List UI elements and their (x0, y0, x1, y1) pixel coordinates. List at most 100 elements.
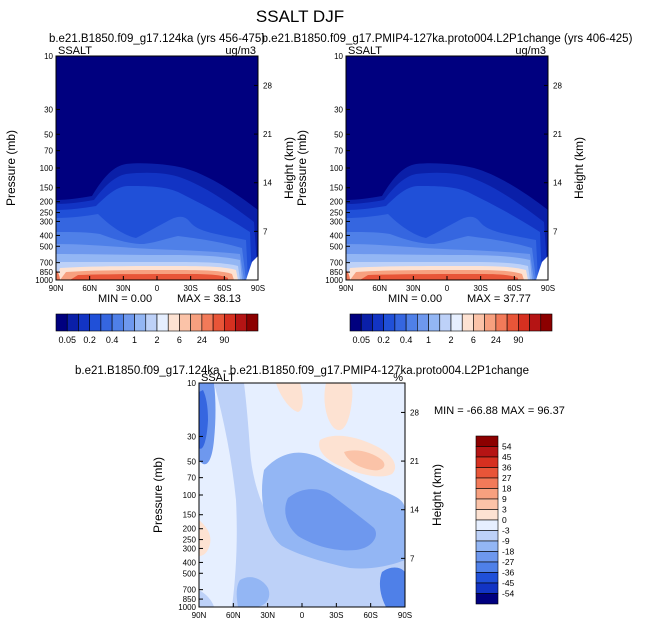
panel-b-contour-field (346, 56, 548, 280)
colorbar-swatch (372, 313, 384, 332)
pressure-tick-label: 150 (330, 184, 344, 193)
latitude-tick-label: 0 (445, 284, 450, 293)
pressure-tick-label: 300 (40, 217, 54, 226)
height-tick-label: 14 (263, 179, 272, 188)
height-tick-label: 7 (263, 227, 268, 236)
height-tick-label: 21 (553, 130, 562, 139)
latitude-tick-label: 30S (474, 284, 488, 293)
colorbar-label: -54 (502, 589, 515, 599)
panel-b: b.e21.B1850.f09_g17.PMIP4-127ka.proto004… (262, 33, 633, 345)
panel-b-variable-label: SSALT (348, 45, 382, 57)
colorbar-swatch (417, 313, 429, 332)
panel-c-region-11 (379, 567, 405, 607)
colorbar-label: -45 (502, 578, 515, 588)
colorbar-label: 18 (502, 484, 512, 494)
latitude-tick-label: 60N (372, 284, 387, 293)
pressure-tick-label: 400 (40, 231, 54, 240)
panel-b-colorbar: 0.05 0.2 0.4 1 2 6 24 90 (349, 313, 553, 345)
colorbar-swatch (475, 435, 499, 447)
panel-c-region-6 (324, 383, 353, 431)
pressure-tick-label: 850 (330, 268, 344, 277)
height-tick-label: 14 (410, 506, 419, 515)
colorbar-label: -9 (502, 536, 510, 546)
panel-c-units-label: % (393, 372, 403, 384)
colorbar-swatch (475, 477, 499, 489)
colorbar-label: 3 (502, 505, 507, 515)
pressure-tick-label: 30 (187, 432, 196, 441)
height-tick-label: 28 (553, 81, 562, 90)
panel-a-colorbar: 0.05 0.2 0.4 1 2 6 24 90 (55, 313, 259, 345)
pressure-tick-label: 200 (330, 198, 344, 207)
figure-title: SSALT DJF (256, 7, 344, 26)
panel-c-region-13 (199, 590, 214, 607)
latitude-tick-label: 0 (155, 284, 160, 293)
panel-a-axes: 1030507010015020025030040050070085010009… (35, 52, 272, 293)
colorbar-swatch (540, 313, 553, 332)
colorbar-swatch (111, 313, 124, 332)
colorbar-label: -18 (502, 547, 515, 557)
pressure-tick-label: 250 (330, 209, 344, 218)
panel-c-y-axis-label: Pressure (mb) (151, 457, 165, 533)
pressure-tick-label: 300 (330, 217, 344, 226)
latitude-tick-label: 60S (217, 284, 231, 293)
height-tick-label: 7 (553, 227, 558, 236)
pressure-tick-label: 250 (183, 536, 197, 545)
latitude-tick-label: 90S (251, 284, 265, 293)
colorbar-swatch (360, 313, 373, 332)
panel-c-region-12 (236, 577, 270, 607)
panel-b-y-axis-label: Pressure (mb) (295, 130, 309, 206)
pressure-tick-label: 1000 (178, 603, 196, 612)
colorbar-label: 0 (502, 515, 507, 525)
colorbar-swatch (78, 313, 90, 332)
pressure-tick-label: 400 (183, 558, 197, 567)
colorbar-swatch (246, 313, 259, 332)
colorbar-swatch (475, 456, 499, 468)
colorbar-swatch (89, 313, 102, 332)
colorbar-swatch (224, 313, 236, 332)
colorbar-swatch (475, 593, 499, 605)
panel-a-variable-label: SSALT (58, 45, 92, 57)
colorbar-swatch (167, 313, 180, 332)
colorbar-swatch (518, 313, 530, 332)
colorbar-label: 1 (132, 335, 137, 345)
colorbar-label: -36 (502, 568, 515, 578)
panel-a-y-axis-label: Pressure (mb) (4, 130, 18, 206)
panel-a-max-label: MAX = 38.13 (177, 293, 241, 305)
pressure-tick-label: 10 (187, 379, 196, 388)
pressure-tick-label: 300 (183, 544, 197, 553)
colorbar-label: 27 (502, 473, 512, 483)
colorbar-swatch (179, 313, 191, 332)
latitude-tick-label: 90S (541, 284, 555, 293)
panel-b-max-label: MAX = 37.77 (467, 293, 531, 305)
colorbar-swatch (66, 313, 79, 332)
panel-b-min-label: MIN = 0.00 (388, 293, 442, 305)
pressure-tick-label: 1000 (35, 276, 53, 285)
panel-c: b.e21.B1850.f09_g17.124ka - b.e21.B1850.… (75, 365, 565, 620)
colorbar-label: -3 (502, 526, 510, 536)
pressure-tick-label: 150 (40, 184, 54, 193)
colorbar-label: -27 (502, 557, 515, 567)
colorbar-swatch (475, 519, 499, 531)
colorbar-label: 54 (502, 442, 512, 452)
colorbar-swatch (475, 582, 499, 594)
colorbar-label: 0.4 (400, 335, 413, 345)
colorbar-swatch (394, 313, 407, 332)
panel-b-band-11 (360, 274, 518, 280)
colorbar-swatch (55, 313, 68, 332)
colorbar-swatch (439, 313, 452, 332)
pressure-tick-label: 50 (334, 130, 343, 139)
panel-a-contour-field (56, 56, 258, 280)
colorbar-swatch (473, 313, 485, 332)
latitude-tick-label: 90N (339, 284, 354, 293)
colorbar-swatch (475, 488, 499, 500)
colorbar-swatch (506, 313, 519, 332)
panel-a-title: b.e21.B1850.f09_g17.124ka (yrs 456-475) (49, 33, 265, 45)
colorbar-label: 2 (448, 335, 453, 345)
colorbar-label: 1 (426, 335, 431, 345)
panel-a-band-11 (70, 274, 228, 280)
panel-c-region-3 (285, 489, 376, 551)
colorbar-label: 6 (471, 335, 476, 345)
pressure-tick-label: 100 (40, 164, 54, 173)
panel-b-y2-axis-label: Height (km) (572, 137, 586, 199)
